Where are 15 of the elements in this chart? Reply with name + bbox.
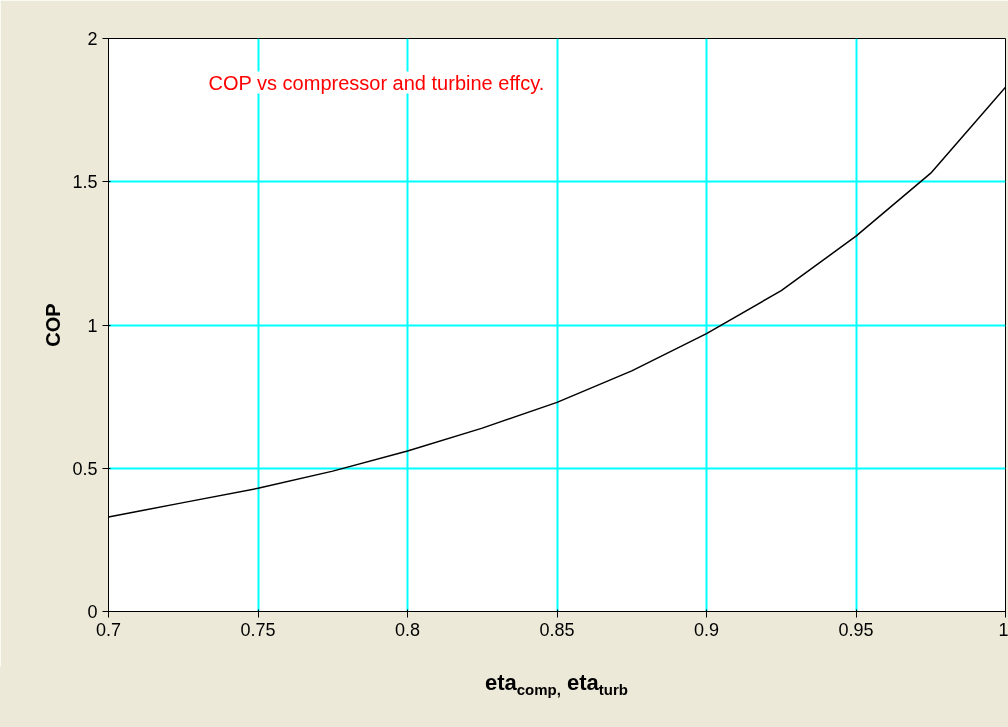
x-tick-label: 0.7 [95, 619, 122, 640]
x-tick-label: 0.85 [539, 619, 575, 640]
y-tick-label: 1.5 [72, 172, 98, 193]
y-tick-label: 0 [87, 602, 98, 622]
x-tick-label: 0.75 [240, 619, 276, 640]
y-tick-label: 1 [87, 315, 98, 336]
x-tick-label: 0.8 [394, 619, 421, 640]
x-tick-label: 1 [998, 619, 1008, 640]
text: COP vs compressor and turbine effcy. [208, 71, 545, 94]
y-tick-label: 0.5 [72, 458, 98, 479]
x-axis-title: eta$_{comp,}$ eta$_{turb}$ [483, 669, 630, 701]
x-tick-label: 0.9 [693, 619, 720, 640]
y-axis-title: COP [42, 303, 65, 347]
y-tick-label: 2 [87, 29, 98, 49]
x-tick-label: 0.95 [838, 619, 874, 640]
